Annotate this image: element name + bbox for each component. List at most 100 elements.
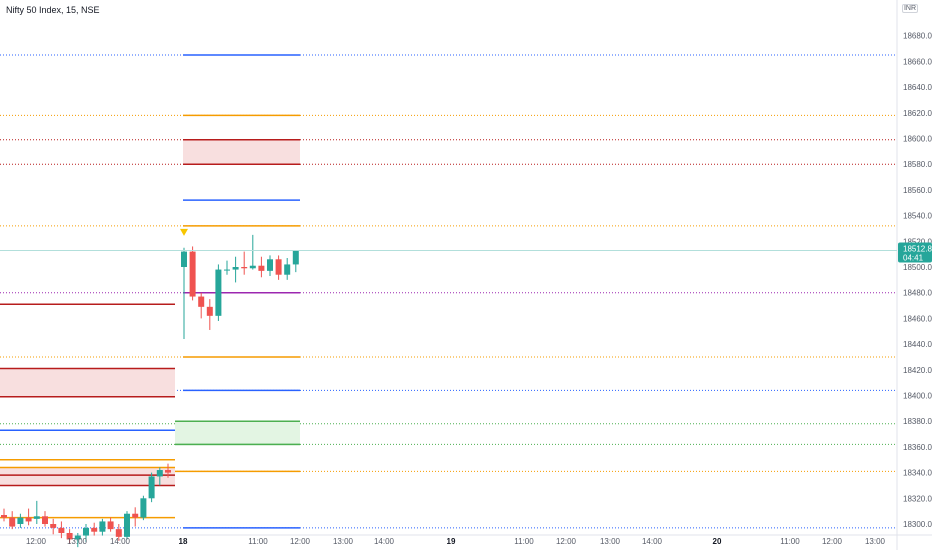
candle-body [107,521,114,530]
candle [83,524,89,542]
price-tick-label: 18500.00 [903,263,932,272]
time-tick-label: 11:00 [248,537,268,546]
candle [42,511,48,527]
time-tick-label: 13:00 [67,537,88,546]
time-tick-label: 11:00 [780,537,800,546]
currency-badge[interactable]: INR [901,4,918,13]
candle-body [198,296,205,307]
candle-body [50,524,57,528]
candle [292,250,299,273]
candle-body [165,470,171,473]
price-tick-label: 18600.00 [903,135,932,144]
time-tick-label: 13:00 [333,537,354,546]
candle [241,251,248,275]
candle [99,518,106,536]
price-tick-label: 18380.00 [903,417,932,426]
candle [25,508,32,526]
price-tick-label: 18400.00 [903,392,932,401]
candle-body [74,535,81,540]
candle-body [124,513,130,537]
candle [284,258,291,280]
price-tick-label: 18300.00 [903,520,932,529]
candle [258,256,265,278]
current-price-value: 18512.85 [903,244,932,253]
signal-marker [180,228,188,236]
candle [275,255,282,280]
candle-body [241,267,248,269]
candle-body [9,517,16,527]
price-tick-label: 18440.00 [903,340,932,349]
time-tick-label: 14:00 [642,537,663,546]
candles [1,234,299,548]
candle-body [249,265,256,269]
candle [91,522,98,536]
time-tick-label: 12:00 [26,537,47,546]
candle [156,467,163,486]
candle-body [17,517,24,524]
zone [0,467,175,486]
candle-body [140,498,147,518]
price-tick-label: 18360.00 [903,443,932,452]
time-tick-label: 19 [447,537,456,546]
candle-body [148,476,155,499]
candle-body [267,259,273,271]
candle [50,518,57,535]
candle-body [224,269,230,271]
price-tick-label: 18680.00 [903,32,932,41]
candle-body [132,513,139,518]
candle [148,472,155,503]
candle [206,299,213,330]
price-tick-label: 18420.00 [903,366,932,375]
zone [183,139,300,165]
price-tick-label: 18320.00 [903,494,932,503]
candle [9,511,16,530]
bar-countdown: 04:41 [903,253,924,262]
candle-body [1,515,7,518]
session-segments [0,54,300,529]
candle [165,463,171,478]
price-axis[interactable]: 18680.00 18660.00 18640.00 18620.00 18600.00… [903,32,932,529]
time-tick-label: 20 [713,537,722,546]
candle-body [258,265,265,271]
candle [107,517,114,532]
candle [215,264,222,321]
candle [66,529,73,544]
time-axis[interactable]: 12:00 13:00 14:00 18 11:00 12:00 13:00 14:00 19 1… [26,537,886,546]
price-tick-label: 18640.00 [903,83,932,92]
time-tick-label: 11:00 [514,537,534,546]
price-tick-label: 18460.00 [903,314,932,323]
time-tick-label: 12:00 [556,537,577,546]
candle [132,507,139,527]
candle-body [284,264,291,275]
candle-body [215,269,222,316]
zone [175,421,300,446]
zone [0,368,175,397]
candle-body [292,250,299,265]
symbol-title[interactable]: Nifty 50 Index, 15, NSE [6,5,100,15]
candle [181,247,187,339]
candle [267,255,273,276]
current-price-tag: 18512.8504:41 [898,242,932,262]
candle [74,532,81,548]
candle [249,234,256,270]
price-tick-label: 18580.00 [903,160,932,169]
time-tick-label: 12:00 [822,537,843,546]
candle-body [115,529,122,537]
candle-body [83,527,89,536]
candle-body [181,251,187,267]
price-tick-label: 18520.00 [903,237,932,246]
time-tick-label: 18 [179,537,188,546]
time-tick-label: 13:00 [865,537,886,546]
candle [1,508,7,522]
candle-body [33,516,40,519]
candle-body [58,527,65,533]
candle-body [206,306,213,316]
candle [189,246,196,301]
candle [115,524,122,541]
zones [0,139,300,486]
candle [232,256,239,283]
price-tick-label: 18480.00 [903,289,932,298]
price-tick-label: 18560.00 [903,186,932,195]
